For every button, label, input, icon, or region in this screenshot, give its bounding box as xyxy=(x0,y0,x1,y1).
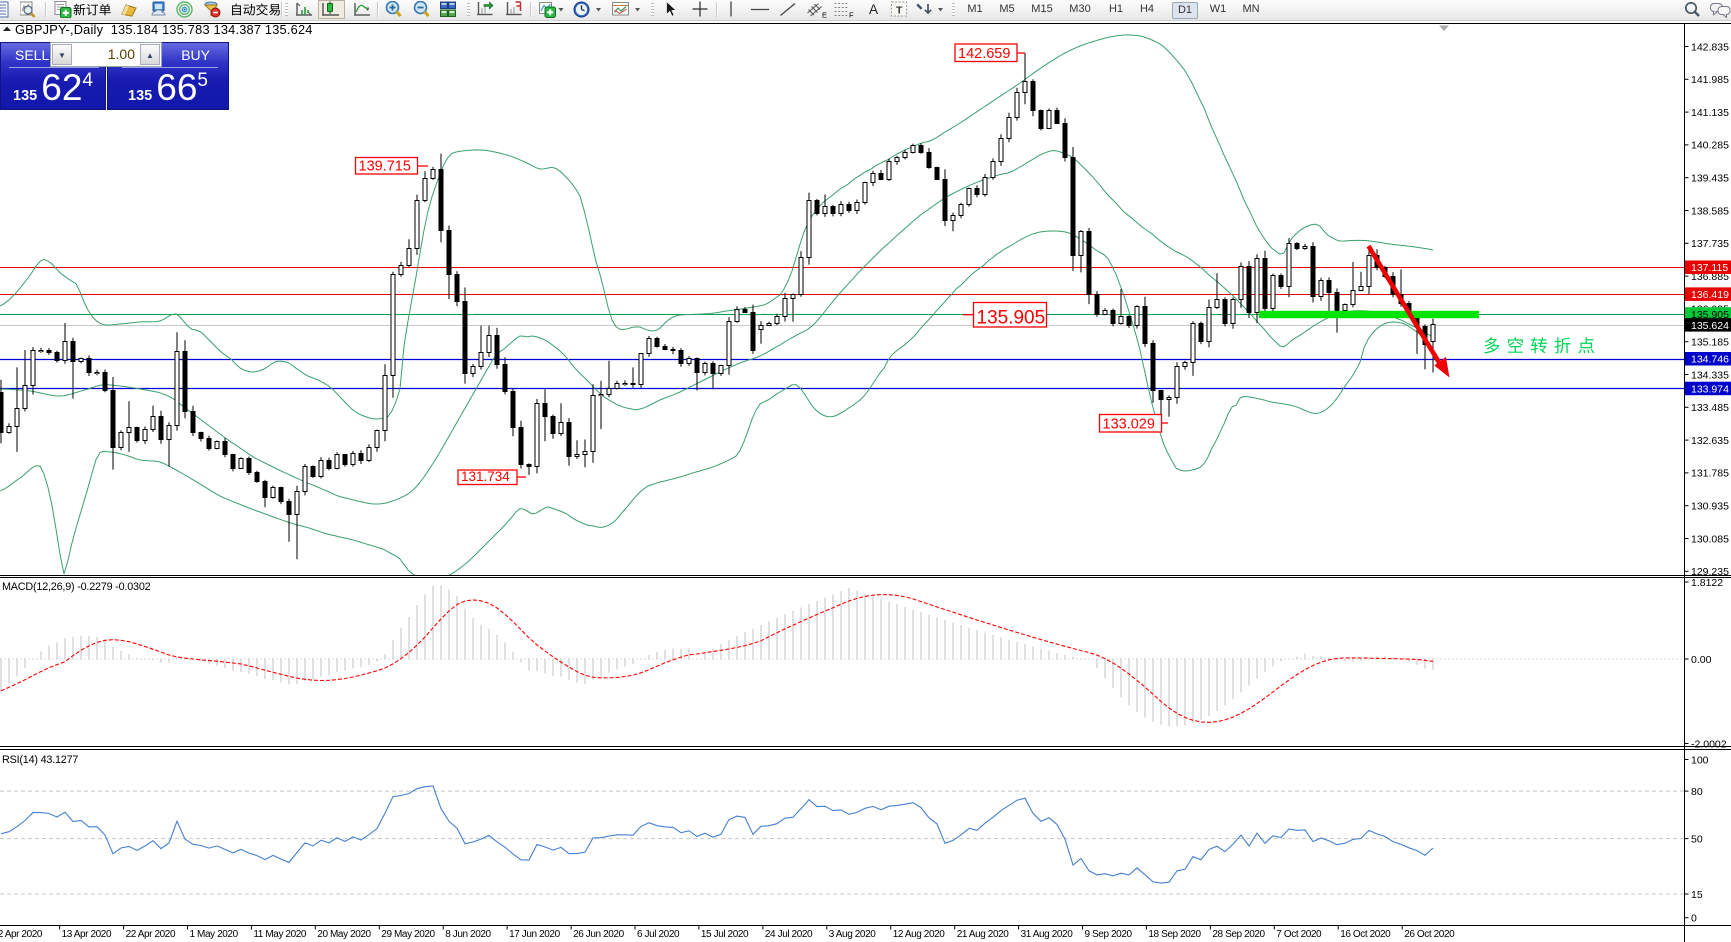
svg-text:135.624: 135.624 xyxy=(1691,320,1729,332)
svg-text:142.659: 142.659 xyxy=(958,46,1010,62)
svg-text:9 Sep 2020: 9 Sep 2020 xyxy=(1085,929,1133,940)
svg-text:12 Aug 2020: 12 Aug 2020 xyxy=(893,929,946,940)
svg-text:132.635: 132.635 xyxy=(1691,435,1729,447)
svg-text:50: 50 xyxy=(1691,834,1703,846)
svg-text:133.974: 133.974 xyxy=(1691,383,1729,395)
svg-text:RSI(14) 43.1277: RSI(14) 43.1277 xyxy=(2,754,78,766)
svg-text:0: 0 xyxy=(1691,913,1697,925)
svg-text:131.734: 131.734 xyxy=(461,469,510,484)
svg-text:142.835: 142.835 xyxy=(1691,41,1729,53)
svg-text:0.00: 0.00 xyxy=(1691,654,1712,666)
svg-text:133.485: 133.485 xyxy=(1691,402,1729,414)
svg-text:136.419: 136.419 xyxy=(1691,289,1729,301)
svg-text:130.085: 130.085 xyxy=(1691,533,1729,545)
svg-text:8 Jun 2020: 8 Jun 2020 xyxy=(445,929,491,940)
svg-text:139.435: 139.435 xyxy=(1691,173,1729,185)
svg-text:134.335: 134.335 xyxy=(1691,369,1729,381)
svg-text:15 Jul 2020: 15 Jul 2020 xyxy=(701,929,749,940)
svg-text:26 Jun 2020: 26 Jun 2020 xyxy=(573,929,624,940)
svg-text:31 Aug 2020: 31 Aug 2020 xyxy=(1021,929,1074,940)
svg-text:137.735: 137.735 xyxy=(1691,238,1729,250)
svg-text:80: 80 xyxy=(1691,786,1703,798)
svg-text:T: T xyxy=(896,5,903,17)
svg-text:21 Aug 2020: 21 Aug 2020 xyxy=(957,929,1010,940)
svg-text:140.285: 140.285 xyxy=(1691,140,1729,152)
svg-text:3 Aug 2020: 3 Aug 2020 xyxy=(829,929,876,940)
svg-text:137.115: 137.115 xyxy=(1691,262,1728,274)
svg-text:141.985: 141.985 xyxy=(1691,74,1729,86)
svg-text:1 May 2020: 1 May 2020 xyxy=(190,929,239,940)
svg-text:24 Jul 2020: 24 Jul 2020 xyxy=(765,929,813,940)
svg-text:MACD(12,26,9) -0.2279 -0.0302: MACD(12,26,9) -0.2279 -0.0302 xyxy=(2,581,151,593)
svg-text:130.935: 130.935 xyxy=(1691,501,1729,513)
svg-text:139.715: 139.715 xyxy=(359,159,411,175)
svg-text:F: F xyxy=(849,11,854,19)
svg-text:13 Apr 2020: 13 Apr 2020 xyxy=(62,929,112,940)
svg-text:138.585: 138.585 xyxy=(1691,205,1729,217)
svg-text:26 Oct 2020: 26 Oct 2020 xyxy=(1404,929,1455,940)
svg-text:133.029: 133.029 xyxy=(1103,417,1155,433)
svg-text:-2.0002: -2.0002 xyxy=(1691,739,1727,751)
svg-text:135.905: 135.905 xyxy=(977,308,1046,329)
svg-text:134.746: 134.746 xyxy=(1691,354,1729,366)
svg-text:GBPJPY-,Daily 135.184 135.783: GBPJPY-,Daily 135.184 135.783 134.387 13… xyxy=(15,22,313,37)
svg-text:129.235: 129.235 xyxy=(1691,566,1729,578)
svg-text:15: 15 xyxy=(1691,889,1703,901)
svg-text:29 May 2020: 29 May 2020 xyxy=(381,929,435,940)
svg-text:141.135: 141.135 xyxy=(1691,107,1729,119)
svg-text:7 Oct 2020: 7 Oct 2020 xyxy=(1276,929,1322,940)
svg-text:131.785: 131.785 xyxy=(1691,468,1729,480)
svg-text:6 Jul 2020: 6 Jul 2020 xyxy=(637,929,680,940)
svg-text:135.905: 135.905 xyxy=(1691,309,1729,321)
svg-text:E: E xyxy=(822,11,827,19)
svg-text:16 Oct 2020: 16 Oct 2020 xyxy=(1340,929,1391,940)
svg-text:22 Apr 2020: 22 Apr 2020 xyxy=(126,929,176,940)
svg-text:2 Apr 2020: 2 Apr 2020 xyxy=(0,929,43,940)
svg-text:18 Sep 2020: 18 Sep 2020 xyxy=(1148,929,1201,940)
svg-text:1.8122: 1.8122 xyxy=(1691,577,1723,589)
svg-text:28 Sep 2020: 28 Sep 2020 xyxy=(1212,929,1265,940)
svg-text:17 Jun 2020: 17 Jun 2020 xyxy=(509,929,560,940)
svg-text:20 May 2020: 20 May 2020 xyxy=(317,929,371,940)
svg-text:11 May 2020: 11 May 2020 xyxy=(253,929,307,940)
svg-text:135.185: 135.185 xyxy=(1691,337,1729,349)
svg-text:100: 100 xyxy=(1691,755,1709,767)
